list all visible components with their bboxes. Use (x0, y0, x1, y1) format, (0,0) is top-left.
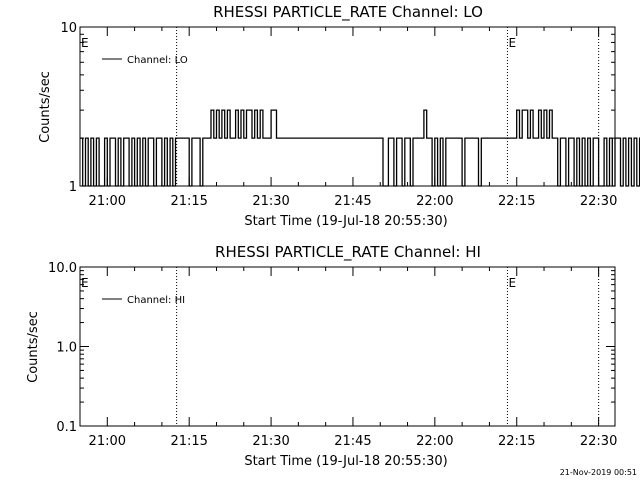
y-tick-labels: 1 10 (60, 21, 77, 195)
panel-hi: RHESSI PARTICLE_RATE Channel: HI 21:00 21… (26, 243, 617, 469)
tick-marks (80, 26, 615, 187)
x-tick-label: 22:30 (580, 434, 617, 449)
y-tick-label: 1 (69, 180, 77, 195)
x-axis-label: Start Time (19-Jul-18 20:55:30) (244, 214, 447, 229)
x-tick-labels: 21:00 21:15 21:30 21:45 22:00 22:15 22:30 (89, 434, 618, 449)
x-tick-label: 22:00 (416, 434, 453, 449)
plot-frame (79, 266, 616, 427)
event-lines (176, 267, 600, 426)
y-tick-label: 1.0 (56, 341, 77, 356)
y-axis-label: Counts/sec (26, 311, 41, 383)
x-tick-labels: 21:00 21:15 21:30 21:45 22:00 22:15 22:30 (89, 194, 618, 209)
x-tick-label: 21:15 (170, 194, 207, 209)
event-lines (176, 27, 600, 186)
x-axis-label: Start Time (19-Jul-18 20:55:30) (244, 454, 447, 469)
panel-lo: RHESSI PARTICLE_RATE Channel: LO 21:00 21… (38, 3, 640, 229)
y-tick-labels: 0.1 1.0 10.0 (48, 261, 77, 435)
series-line (80, 109, 640, 187)
event-flag: E (81, 36, 89, 50)
tick-marks (80, 266, 615, 427)
series-lines (80, 109, 640, 187)
x-tick-label: 22:00 (416, 194, 453, 209)
event-flag: E (81, 276, 89, 290)
y-tick-label: 10 (60, 21, 77, 36)
legend-label: Channel: HI (127, 295, 185, 306)
x-tick-label: 22:15 (498, 194, 535, 209)
legend-label: Channel: LO (127, 55, 188, 66)
event-flag: E (508, 276, 516, 290)
y-tick-label: 0.1 (56, 420, 77, 435)
event-flag: E (508, 36, 516, 50)
x-tick-label: 21:45 (334, 194, 371, 209)
plot-frame (79, 26, 616, 187)
x-tick-label: 21:00 (89, 194, 126, 209)
x-tick-label: 21:15 (170, 434, 207, 449)
y-axis-label: Counts/sec (38, 71, 53, 143)
y-tick-label: 10.0 (48, 261, 77, 276)
x-tick-label: 21:00 (89, 434, 126, 449)
chart-title: RHESSI PARTICLE_RATE Channel: LO (213, 3, 483, 22)
x-tick-label: 21:30 (252, 434, 289, 449)
x-tick-label: 22:30 (580, 194, 617, 209)
chart-title: RHESSI PARTICLE_RATE Channel: HI (215, 243, 481, 262)
x-tick-label: 21:30 (252, 194, 289, 209)
timestamp: 21-Nov-2019 00:51 (560, 468, 637, 477)
x-tick-label: 21:45 (334, 434, 371, 449)
x-tick-label: 22:15 (498, 434, 535, 449)
